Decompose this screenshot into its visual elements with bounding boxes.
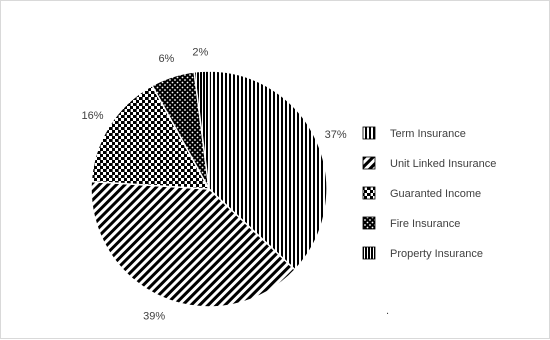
legend-swatch-term-insurance (363, 127, 375, 139)
legend-label-fire-insurance: Fire Insurance (390, 218, 460, 230)
footnote-mark: . (386, 305, 389, 317)
data-label-unit-linked-insurance: 39% (143, 311, 165, 323)
data-label-property-insurance: 2% (192, 46, 208, 58)
data-label-fire-insurance: 6% (158, 53, 174, 65)
legend-label-guaranted-income: Guaranted Income (390, 188, 481, 200)
legend-label-unit-linked-insurance: Unit Linked Insurance (390, 158, 496, 170)
legend-label-property-insurance: Property Insurance (390, 248, 483, 260)
legend-swatch-guaranted-income (363, 187, 375, 199)
legend: Term Insurance Unit Linked Insurance Guara… (363, 127, 496, 260)
legend-swatch-property-insurance (363, 247, 375, 259)
pie-slices (91, 71, 327, 307)
data-label-term-insurance: 37% (325, 129, 347, 141)
legend-swatch-fire-insurance (363, 217, 375, 229)
legend-swatch-unit-linked-insurance (363, 157, 375, 169)
data-label-guaranted-income: 16% (81, 110, 103, 122)
legend-label-term-insurance: Term Insurance (390, 128, 466, 140)
